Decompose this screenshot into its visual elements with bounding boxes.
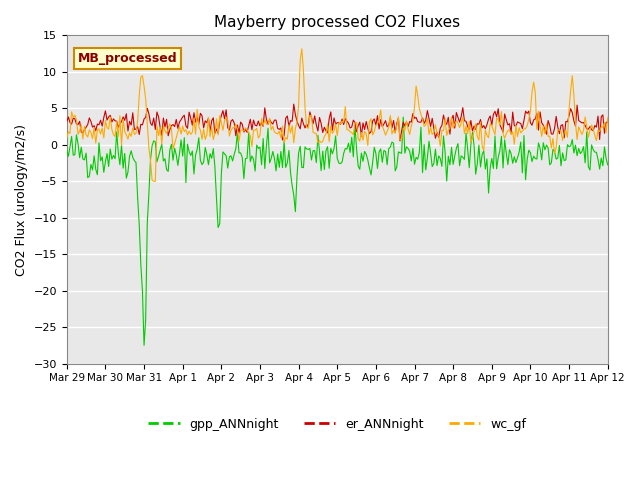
Legend: gpp_ANNnight, er_ANNnight, wc_gf: gpp_ANNnight, er_ANNnight, wc_gf [143,413,531,436]
Title: Mayberry processed CO2 Fluxes: Mayberry processed CO2 Fluxes [214,15,460,30]
Y-axis label: CO2 Flux (urology/m2/s): CO2 Flux (urology/m2/s) [15,123,28,276]
Text: MB_processed: MB_processed [77,52,177,65]
